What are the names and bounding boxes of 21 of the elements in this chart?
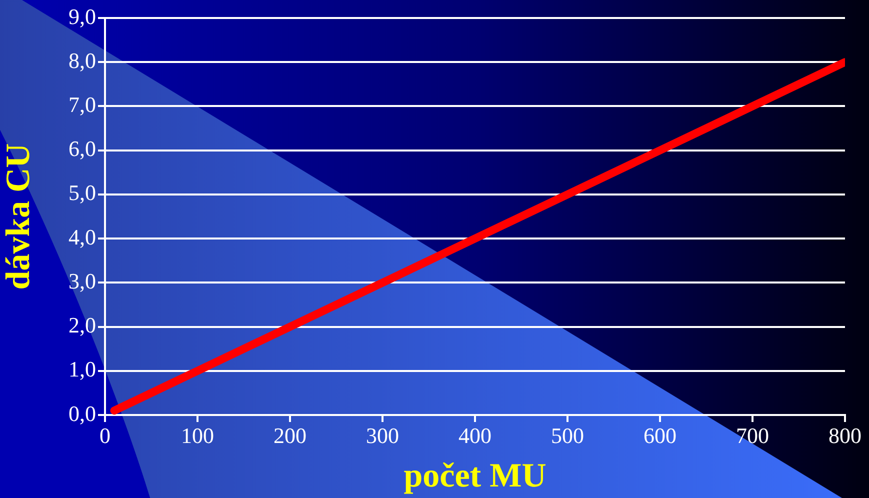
y-tick-label: 4,0 (68, 224, 96, 250)
y-axis-title: dávka CU (0, 143, 38, 290)
y-tick-label: 7,0 (68, 92, 96, 118)
x-tick-label: 200 (274, 422, 306, 448)
y-tick-label: 1,0 (68, 356, 96, 382)
y-tick-label: 5,0 (68, 180, 96, 206)
x-tick-label: 500 (551, 422, 584, 448)
y-tick-label: 3,0 (68, 268, 96, 294)
x-axis-title: počet MU (404, 457, 546, 494)
y-tick-label: 6,0 (68, 136, 96, 162)
x-tick-label: 700 (736, 422, 769, 448)
x-tick-label: 0 (100, 422, 110, 448)
y-tick-label: 9,0 (68, 4, 96, 29)
x-tick-label: 100 (181, 422, 214, 448)
y-tick-label: 0,0 (68, 400, 96, 426)
y-tick-label: 2,0 (68, 312, 96, 338)
y-tick-label: 8,0 (68, 48, 96, 73)
x-tick-label: 400 (458, 422, 492, 448)
x-tick-label: 600 (644, 422, 676, 448)
x-tick-label: 800 (828, 422, 862, 448)
x-tick-label: 300 (366, 422, 399, 448)
